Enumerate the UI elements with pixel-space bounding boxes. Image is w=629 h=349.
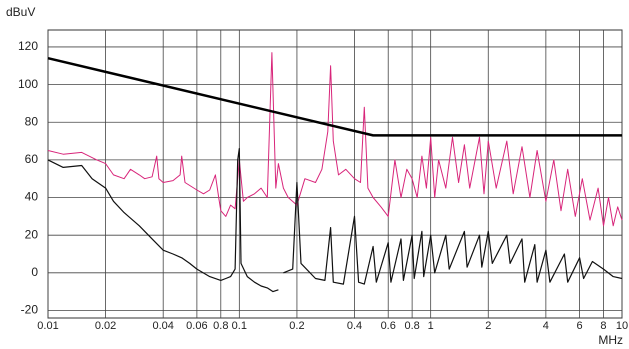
x-tick-label: 0.4 [347,320,362,332]
series-line [47,56,622,137]
series-line [47,148,623,293]
y-tick-label: 40 [25,190,39,204]
x-tick-label: 0.04 [152,320,173,332]
x-tick-label: 4 [543,320,549,332]
x-tick-label: 1 [428,320,434,332]
y-tick-label: 120 [18,39,38,53]
x-tick-label: 0.8 [404,320,419,332]
x-tick-label: 0.2 [289,320,304,332]
x-tick-label: 0.01 [37,320,58,332]
x-tick-label: 2 [485,320,491,332]
x-tick-label: 0.8 [213,320,228,332]
y-tick-label: -20 [21,303,39,317]
x-tick-label: 10 [616,320,628,332]
x-tick-label: 0.02 [95,320,116,332]
y-axis-label: dBuV [6,5,35,19]
x-tick-label: 0.06 [186,320,207,332]
x-tick-label: 0.1 [232,320,247,332]
series-line [47,52,623,227]
x-tick-label: 8 [600,320,606,332]
y-tick-label: 100 [18,77,38,91]
plot-frame [47,29,623,319]
x-tick-label: 6 [576,320,582,332]
y-tick-label: 20 [25,227,39,241]
y-tick-label: 60 [25,152,39,166]
y-tick-label: 80 [25,114,39,128]
x-tick-label: 0.6 [381,320,396,332]
x-axis-label: MHz [598,333,623,347]
y-tick-label: 0 [31,265,38,279]
